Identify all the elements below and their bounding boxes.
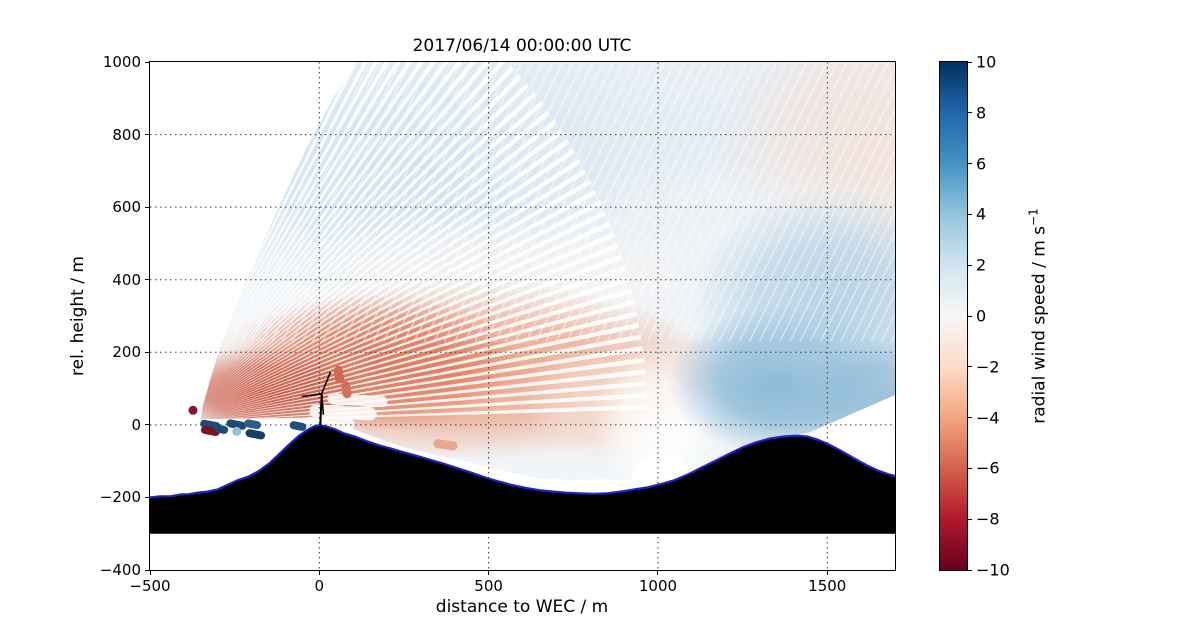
gate-artifact-pill [433, 439, 458, 451]
blanked-gate-pill [309, 404, 377, 421]
x-tick-label: 1000 [638, 577, 678, 595]
y-tick-label: −400 [99, 561, 141, 579]
x-tick-mark [657, 570, 659, 575]
y-tick-label: 200 [112, 343, 141, 362]
y-tick-mark [145, 496, 150, 498]
x-tick-label: 0 [314, 577, 325, 595]
colorbar-gradient [940, 62, 967, 570]
colorbar-tick-label: 8 [976, 103, 987, 123]
wind-turbine [301, 371, 332, 426]
colorbar-tick-label: 4 [976, 204, 987, 224]
colorbar-tick-label: −8 [976, 509, 1000, 529]
colorbar-tick-label: −4 [976, 408, 1000, 428]
plot-area [149, 61, 896, 571]
colorbar-tick-label: −10 [976, 560, 1010, 580]
colorbar-tick-mark [968, 569, 972, 571]
colorbar-tick-mark [968, 366, 972, 368]
x-tick-label: −500 [129, 577, 171, 595]
x-axis-label: distance to WEC / m [435, 597, 609, 617]
terrain-silhouette [150, 425, 895, 534]
x-tick-mark [826, 570, 828, 575]
colorbar-tick-label: 6 [976, 154, 987, 174]
colorbar-tick-mark [968, 417, 972, 419]
y-tick-label: 1000 [102, 53, 141, 71]
blanked-gate-pill [327, 393, 388, 408]
y-tick-mark [145, 424, 150, 426]
scan-plot-canvas [150, 62, 895, 570]
y-tick-label: 400 [112, 270, 141, 289]
colorbar-tick-mark [968, 467, 972, 469]
colorbar [939, 61, 968, 571]
colorbar-tick-mark [968, 264, 972, 266]
gate-artifact-pill [333, 365, 345, 384]
plot-title: 2017/06/14 00:00:00 UTC [412, 36, 632, 56]
y-tick-label: −200 [99, 488, 141, 507]
y-tick-label: 800 [112, 125, 141, 144]
y-tick-mark [145, 61, 150, 63]
x-tick-mark [488, 570, 490, 575]
colorbar-tick-mark [968, 213, 972, 215]
colorbar-tick-mark [968, 518, 972, 520]
colorbar-label: radial wind speed / m s−1 [1026, 208, 1050, 424]
y-tick-label: 600 [112, 198, 141, 217]
x-tick-mark [318, 570, 320, 575]
x-tick-label: 1500 [808, 577, 847, 595]
blanked-gate-pill [304, 417, 355, 430]
colorbar-tick-label: 0 [976, 306, 987, 326]
y-tick-mark [145, 351, 150, 353]
y-tick-label: 0 [131, 415, 141, 434]
near-range-scatter [188, 405, 307, 440]
y-axis-label: rel. height / m [68, 256, 88, 376]
colorbar-tick-label: 10 [976, 52, 997, 72]
colorbar-tick-mark [968, 112, 972, 114]
colorbar-tick-mark [968, 163, 972, 165]
colorbar-tick-label: 2 [976, 255, 987, 275]
colorbar-tick-mark [968, 315, 972, 317]
colorbar-tick-label: −2 [976, 357, 1000, 377]
y-tick-mark [145, 279, 150, 281]
upper-beam-stripes [230, 62, 895, 342]
y-tick-mark [145, 569, 150, 571]
x-tick-mark [149, 570, 151, 575]
terrain-surface-line [150, 424, 895, 499]
colorbar-tick-mark [968, 61, 972, 63]
colorbar-tick-label: −6 [976, 458, 1000, 478]
x-tick-label: 500 [474, 577, 503, 595]
y-tick-mark [145, 206, 150, 208]
y-tick-mark [145, 134, 150, 136]
gate-artifact-pill [341, 381, 352, 399]
